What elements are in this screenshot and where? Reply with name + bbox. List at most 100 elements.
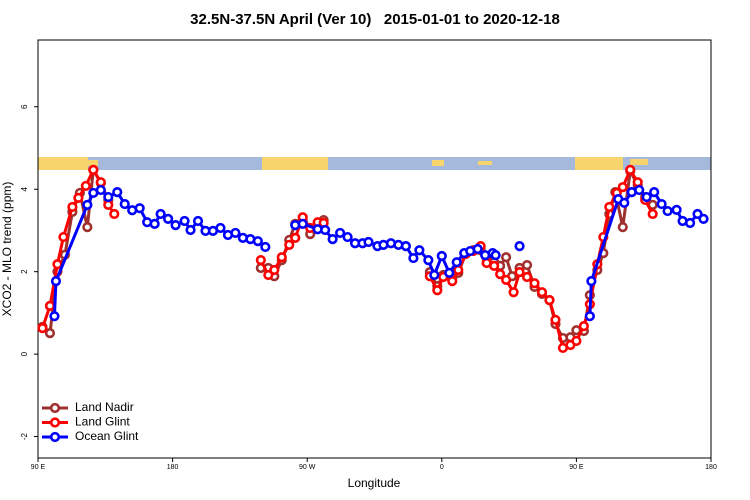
point: [37, 323, 48, 334]
legend-marker: [49, 431, 61, 443]
legend-label: Land Nadir: [75, 400, 134, 414]
point: [297, 218, 308, 229]
point: [662, 205, 673, 217]
point: [260, 241, 271, 253]
legend-label: Ocean Glint: [75, 429, 139, 443]
point: [95, 184, 106, 196]
y-tick-label: 4: [20, 186, 29, 191]
point: [453, 264, 464, 276]
point: [276, 252, 287, 263]
series-line: [41, 166, 654, 350]
point: [501, 252, 512, 263]
point: [95, 177, 106, 188]
point: [544, 295, 555, 306]
y-axis-label: XCO2 - MLO trend (ppm): [0, 182, 14, 317]
point: [179, 215, 190, 227]
point: [284, 239, 295, 250]
point: [163, 213, 174, 225]
point: [571, 335, 582, 347]
point: [50, 276, 62, 287]
point: [49, 311, 60, 322]
chart-title: 32.5N-37.5N April (Ver 10) 2015-01-01 to…: [190, 11, 560, 28]
point: [584, 311, 595, 322]
point: [320, 224, 331, 236]
point: [327, 234, 338, 245]
x-tick-label: 180: [705, 464, 717, 471]
point: [508, 287, 519, 298]
x-tick-label: 90 E: [569, 464, 584, 471]
series: [49, 184, 709, 322]
point: [73, 192, 84, 203]
point: [335, 227, 346, 239]
point: [80, 180, 91, 192]
point: [632, 177, 643, 188]
point: [490, 250, 501, 261]
point: [58, 231, 69, 243]
point: [400, 241, 412, 252]
point: [432, 285, 443, 296]
point: [514, 266, 525, 278]
point: [44, 300, 56, 311]
point: [408, 252, 419, 264]
point: [414, 245, 425, 256]
point: [252, 236, 263, 247]
point: [619, 197, 630, 208]
point: [119, 198, 130, 210]
x-axis-label: Longitude: [348, 476, 401, 490]
point: [103, 191, 114, 203]
series: [37, 164, 658, 354]
point: [67, 201, 78, 213]
point: [52, 259, 63, 270]
point: [170, 219, 181, 231]
y-tick-label: 2: [20, 269, 29, 274]
point: [44, 327, 56, 339]
x-tick-label: 90 W: [299, 464, 316, 471]
point: [684, 217, 696, 229]
point: [514, 241, 525, 252]
point: [634, 184, 645, 196]
point: [617, 182, 628, 193]
point: [578, 320, 589, 332]
point: [550, 314, 561, 326]
point: [529, 278, 540, 289]
point: [472, 243, 483, 255]
point: [536, 287, 548, 298]
point: [436, 250, 447, 262]
point: [149, 218, 160, 229]
point: [342, 231, 353, 243]
y-tick-label: -2: [20, 432, 29, 440]
legend-label: Land Glint: [75, 415, 130, 429]
map-strip: [38, 157, 711, 170]
point: [255, 255, 266, 266]
series-line: [41, 165, 654, 340]
x-tick-label: 0: [440, 464, 444, 471]
point: [82, 199, 93, 210]
point: [423, 255, 434, 266]
point: [363, 236, 374, 248]
point: [444, 267, 455, 279]
point: [112, 187, 123, 198]
x-tick-label: 180: [167, 464, 179, 471]
point: [521, 271, 533, 283]
point: [604, 201, 615, 213]
legend-marker: [49, 417, 61, 428]
point: [185, 224, 196, 236]
point: [451, 257, 462, 268]
point: [617, 222, 628, 233]
legend-marker: [49, 402, 61, 414]
point: [103, 199, 114, 210]
point: [269, 264, 280, 276]
point: [489, 260, 500, 272]
point: [501, 274, 512, 286]
point: [88, 164, 99, 175]
point: [447, 276, 458, 287]
plot-frame: [37, 39, 712, 459]
point: [290, 232, 301, 243]
point: [230, 227, 241, 239]
point: [625, 164, 636, 175]
point: [656, 198, 667, 210]
point: [192, 215, 204, 227]
point: [521, 259, 533, 271]
